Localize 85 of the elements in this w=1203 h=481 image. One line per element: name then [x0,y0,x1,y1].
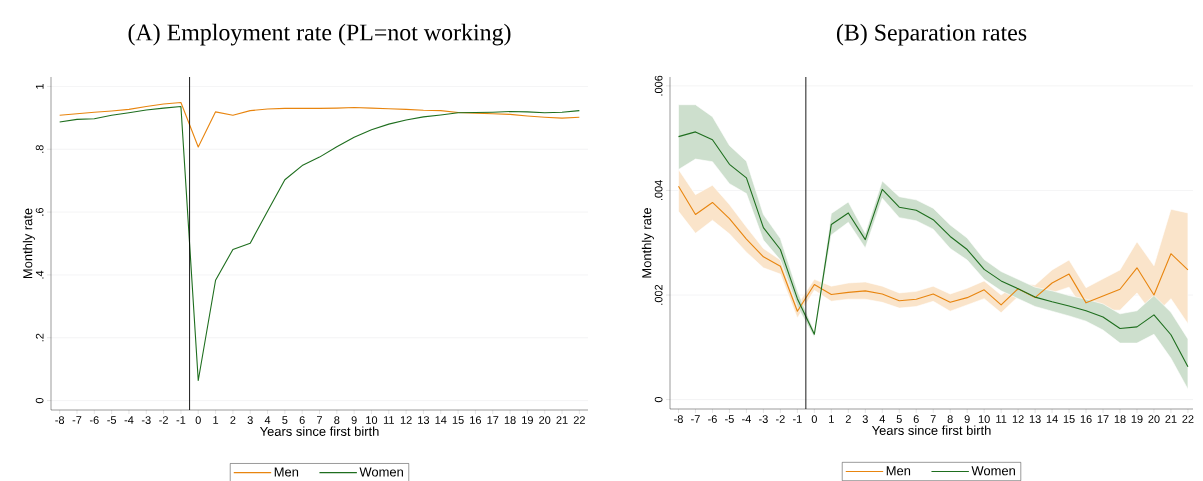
y-tick-label: .004 [654,180,663,201]
x-tick-label: 15 [452,416,464,424]
x-tick-label: 6 [299,416,305,424]
x-tick-label: 20 [1148,415,1160,423]
legend-label: Women [971,466,1015,476]
x-tick-label: -7 [72,416,82,424]
legend-label: Men [886,466,911,476]
line-series [59,105,580,382]
line-series [677,185,1189,312]
y-tick-label: .2 [35,333,44,342]
x-tick-label: 22 [573,416,585,424]
x-axis-title: Years since first birth [259,426,379,436]
y-tick-label: .006 [654,75,663,96]
x-tick-label: -5 [725,415,734,423]
chart-title: (B) Separation rates [836,23,1027,46]
chart-title: (A) Employment rate (PL=not working) [128,23,511,46]
x-tick-label: 6 [913,415,919,423]
x-tick-label: 15 [1063,415,1075,423]
x-tick-label: 16 [470,416,482,424]
x-tick-label: 10 [978,415,990,423]
x-tick-label: 14 [435,416,447,424]
x-tick-label: 11 [383,416,394,424]
x-tick-label: -6 [89,416,99,424]
legend-label: Women [359,467,403,477]
x-tick-label: 22 [1182,415,1194,423]
x-tick-label: 3 [862,415,868,423]
x-tick-label: 8 [947,415,953,423]
legend-label: Men [274,467,299,477]
x-tick-label: -2 [159,416,168,424]
x-tick-label: 10 [366,416,378,424]
x-tick-label: 14 [1046,415,1058,423]
y-tick-label: 0 [35,397,44,404]
x-tick-label: 1 [829,415,834,423]
x-tick-label: 13 [1029,415,1041,423]
x-tick-label: 17 [1097,415,1109,423]
x-tick-label: 3 [247,416,253,424]
x-tick-label: 19 [1131,415,1143,423]
x-tick-label: 13 [418,416,430,424]
x-tick-label: 21 [1165,415,1177,423]
x-tick-label: 9 [964,415,970,423]
x-tick-label: -1 [792,415,802,423]
x-tick-label: 2 [230,416,236,424]
x-tick-label: -7 [691,415,700,423]
x-tick-label: -8 [55,416,65,424]
x-tick-label: 4 [264,416,271,424]
x-tick-label: 0 [195,416,201,424]
y-tick-label: .6 [35,208,44,216]
x-tick-label: -6 [708,415,717,423]
y-tick-label: 1 [35,83,44,89]
x-tick-label: 12 [1012,415,1024,423]
x-tick-label: -5 [107,416,117,424]
x-tick-label: -4 [742,415,751,423]
x-tick-label: -4 [124,416,134,424]
line-series [677,131,1189,368]
x-tick-label: 11 [996,415,1007,423]
x-tick-label: -2 [776,415,785,423]
x-tick-label: -1 [176,416,186,424]
y-axis-title: Monthly rate [641,207,654,278]
x-tick-label: 20 [539,416,551,424]
y-tick-label: .002 [654,284,663,305]
x-tick-label: 7 [930,415,936,423]
x-tick-label: 18 [504,416,516,424]
x-tick-label: 5 [282,416,288,424]
x-tick-label: 18 [1114,415,1126,423]
y-tick-label: 0 [654,396,663,403]
x-tick-label: -3 [759,415,768,423]
x-tick-label: 9 [351,416,357,424]
x-tick-label: 1 [213,416,219,424]
y-tick-label: .4 [35,270,44,279]
x-tick-label: 12 [400,416,412,424]
x-tick-label: 19 [522,416,533,424]
x-tick-label: 0 [811,415,817,423]
x-tick-label: 16 [1080,415,1092,423]
x-tick-label: -3 [141,416,151,424]
x-axis-title: Years since first birth [871,425,991,435]
x-tick-label: 17 [487,416,499,424]
x-tick-label: 5 [896,415,902,423]
x-tick-label: 4 [879,415,885,423]
x-tick-label: -8 [674,415,683,423]
x-tick-label: 2 [845,415,851,423]
x-tick-label: 7 [317,416,322,424]
y-tick-label: .8 [35,145,44,153]
y-axis-title: Monthly rate [22,208,35,279]
x-tick-label: 8 [334,416,340,424]
x-tick-label: 21 [556,416,568,424]
